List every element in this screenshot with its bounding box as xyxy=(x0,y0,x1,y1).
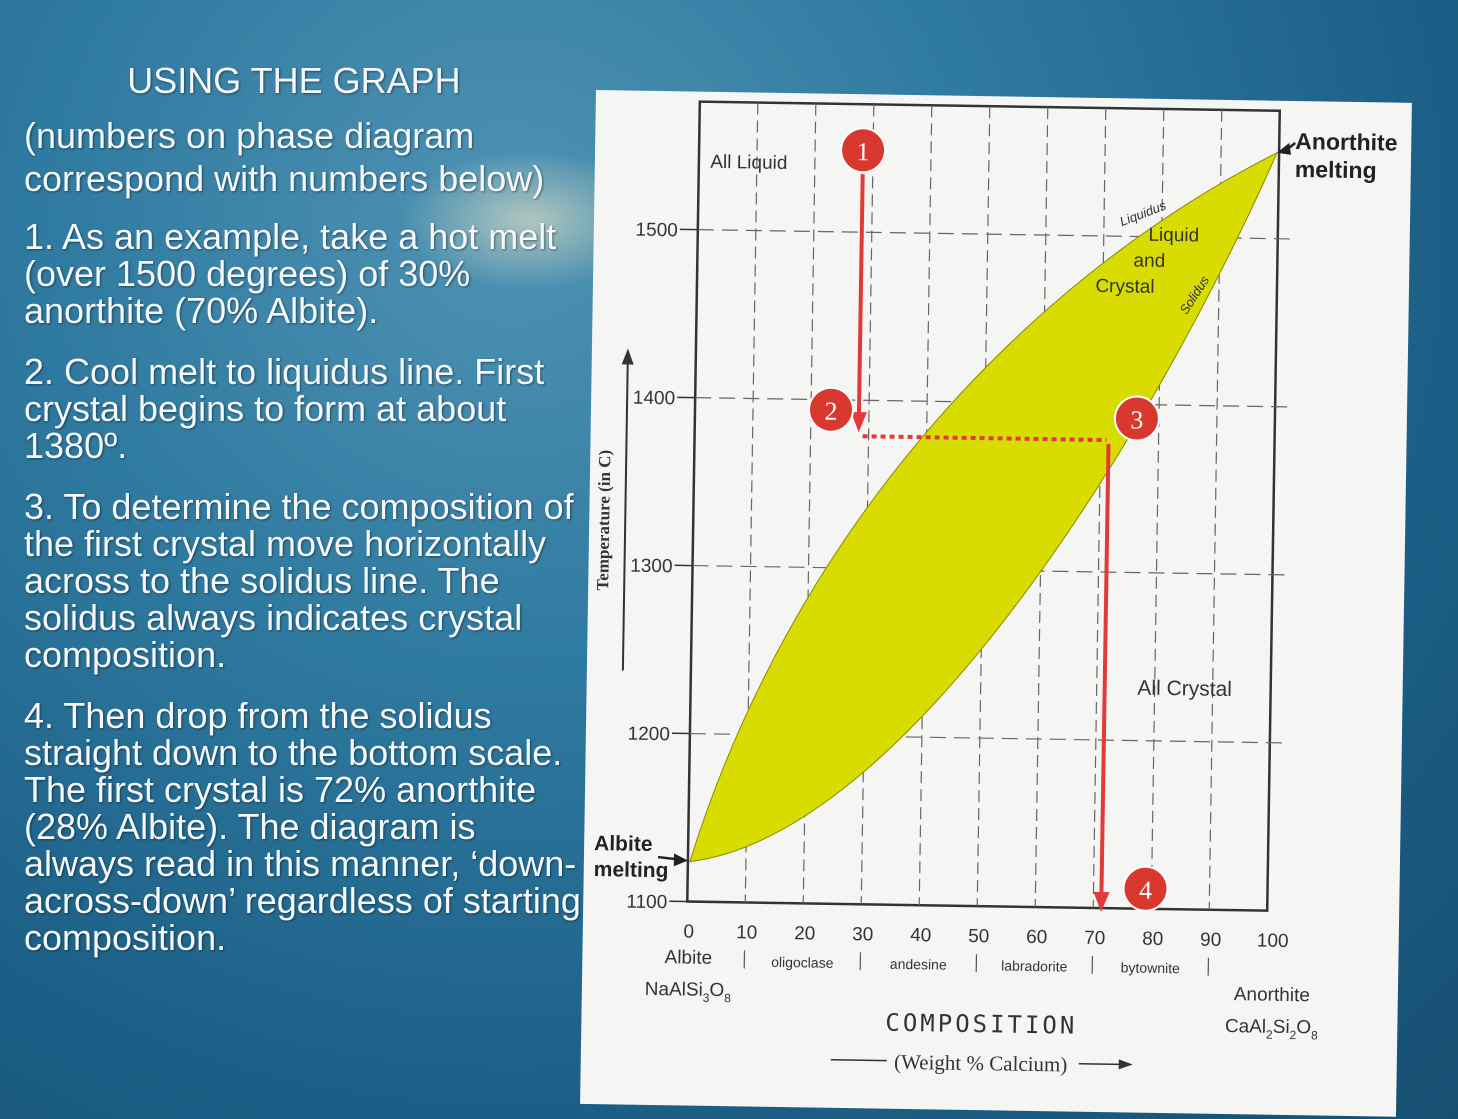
intro-text: (numbers on phase diagram correspond wit… xyxy=(24,115,545,199)
cooling-arrow xyxy=(856,174,865,417)
liquid-and-crystal-region xyxy=(689,151,1279,863)
marker-2-label: 2 xyxy=(824,397,837,426)
x-axis-subtitle-arrow-line xyxy=(1078,1062,1121,1066)
x-tick-90: 90 xyxy=(1200,930,1221,951)
mineral-separators xyxy=(743,950,1210,976)
y-axis-arrow-line xyxy=(621,360,629,671)
mineral-andesine: andesine xyxy=(890,956,947,973)
y-tick-marks xyxy=(669,228,698,903)
marker-3-label: 3 xyxy=(1130,405,1143,434)
marker-1: 1 xyxy=(840,127,887,174)
liquid-and-crystal-label-1: Liquid xyxy=(1148,225,1199,247)
liquid-and-crystal-label-3: Crystal xyxy=(1095,276,1154,298)
mineral-bytownite: bytownite xyxy=(1121,959,1181,976)
x-tick-0: 0 xyxy=(683,921,694,942)
albite-label: Albite xyxy=(664,947,712,969)
cooling-arrowhead xyxy=(850,412,867,433)
albite-melting-label-1: Albite xyxy=(594,832,653,856)
x-tick-100: 100 xyxy=(1257,930,1289,951)
y-tick-1100: 1100 xyxy=(626,892,667,914)
x-tick-70: 70 xyxy=(1084,928,1105,949)
horizontal-dotted-line xyxy=(862,434,1107,443)
phase-diagram-panel: 1500 1400 1300 1200 1100 Temperature (in… xyxy=(580,90,1412,1117)
instructions-panel: USING THE GRAPH (numbers on phase diagra… xyxy=(24,60,584,980)
marker-3: 3 xyxy=(1113,395,1160,442)
step-4: 4. Then drop from the solidus straight d… xyxy=(24,695,581,958)
all-crystal-label: All Crystal xyxy=(1137,677,1232,701)
y-tick-1300: 1300 xyxy=(630,556,673,578)
marker-1-label: 1 xyxy=(856,137,869,166)
step-3: 3. To determine the composition of the f… xyxy=(24,486,574,675)
step-1: 1. As an example, take a hot melt (over … xyxy=(24,216,557,331)
x-tick-30: 30 xyxy=(852,924,873,945)
anorthite-formula: CaAl2Si2O8 xyxy=(1225,1016,1319,1042)
x-axis-subtitle-arrowhead xyxy=(1118,1059,1133,1070)
mineral-oligoclase: oligoclase xyxy=(771,954,834,971)
step-2: 2. Cool melt to liquidus line. First cry… xyxy=(24,351,545,466)
x-tick-80: 80 xyxy=(1142,929,1163,950)
marker-4: 4 xyxy=(1122,865,1169,912)
x-tick-50: 50 xyxy=(968,926,989,947)
albite-melting-label-2: melting xyxy=(594,858,669,882)
x-tick-40: 40 xyxy=(910,925,931,946)
all-liquid-label: All Liquid xyxy=(710,152,787,174)
anorthite-melting-label-2: melting xyxy=(1295,156,1377,183)
marker-2: 2 xyxy=(808,386,855,433)
phase-diagram: 1500 1400 1300 1200 1100 Temperature (in… xyxy=(593,100,1398,1077)
y-tick-1200: 1200 xyxy=(627,724,670,746)
anorthite-label: Anorthite xyxy=(1234,984,1310,1006)
albite-melting-arrowhead xyxy=(673,853,688,867)
x-tick-60: 60 xyxy=(1026,927,1047,948)
x-tick-10: 10 xyxy=(736,922,757,943)
x-axis-title: COMPOSITION xyxy=(885,1009,1077,1040)
anorthite-melting-label-1: Anorthite xyxy=(1295,128,1398,156)
x-tick-20: 20 xyxy=(794,923,815,944)
drop-arrow xyxy=(1099,444,1111,897)
y-axis-label: Temperature (in C) xyxy=(593,450,614,591)
y-axis-arrowhead xyxy=(621,348,634,365)
mineral-labradorite: labradorite xyxy=(1001,957,1068,974)
y-tick-1500: 1500 xyxy=(635,220,678,242)
albite-formula: NaAlSi3O8 xyxy=(645,979,732,1005)
anorthite-melting-arrowhead xyxy=(1277,142,1292,155)
x-axis-subtitle-dash xyxy=(830,1059,887,1062)
x-axis-subtitle: (Weight % Calcium) xyxy=(894,1050,1068,1077)
drop-arrowhead xyxy=(1093,891,1110,913)
slide-title: USING THE GRAPH xyxy=(127,60,461,101)
y-tick-1400: 1400 xyxy=(633,388,676,410)
liquid-and-crystal-label-2: and xyxy=(1133,250,1165,271)
marker-4-label: 4 xyxy=(1139,876,1152,905)
